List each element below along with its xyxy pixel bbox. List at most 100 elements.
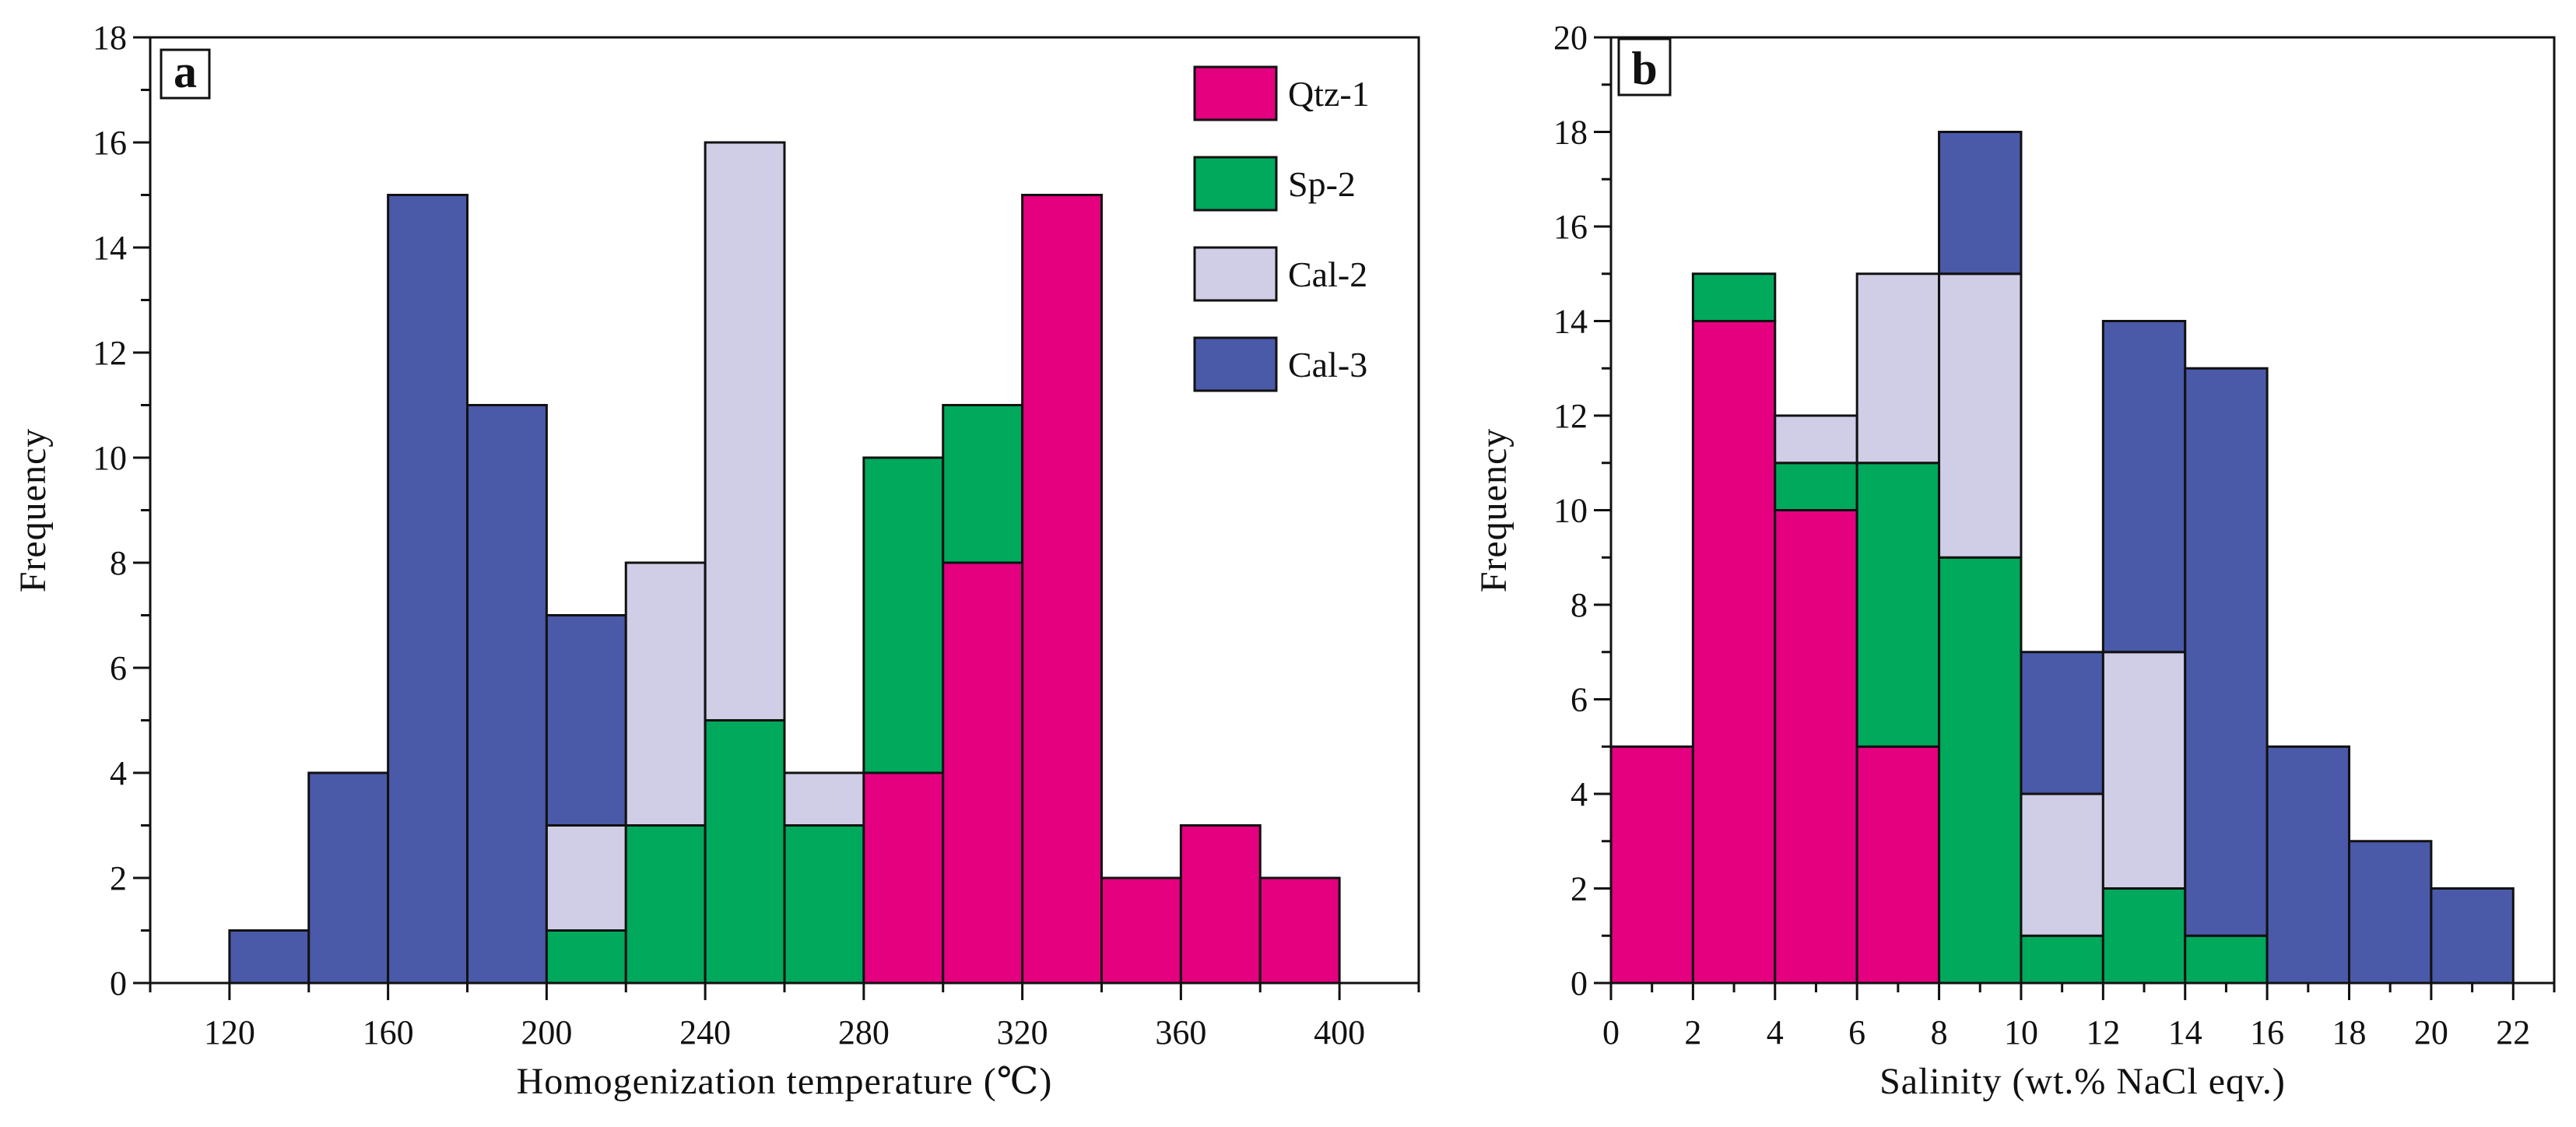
- bar-cal-3-bin-20: [2430, 887, 2515, 985]
- x-tick-label: 360: [1155, 1013, 1206, 1052]
- bar-sp-2-bin-300: [942, 404, 1024, 564]
- bar-sp-2-bin-10: [2020, 934, 2104, 985]
- legend-swatch-sp-2: [1193, 156, 1278, 212]
- bar-cal-2-bin-10: [2020, 792, 2104, 937]
- bar-cal-2-bin-200: [545, 824, 627, 932]
- bar-cal-3-bin-180: [466, 404, 548, 985]
- legend-swatch-qtz-1: [1193, 65, 1278, 121]
- x-tick-label: 12: [2086, 1013, 2120, 1052]
- bar-cal-3-bin-120: [228, 929, 311, 985]
- bar-cal-2-bin-8: [1938, 272, 2023, 559]
- x-axis-title: Homogenization temperature (℃): [517, 1061, 1053, 1102]
- y-axis-title: Frequency: [1473, 428, 1514, 593]
- bar-qtz-1-bin-6: [1855, 745, 1941, 985]
- y-tick-label: 4: [110, 754, 127, 792]
- bar-cal-2-bin-260: [783, 771, 865, 827]
- bar-sp-2-bin-12: [2101, 887, 2187, 985]
- x-tick-label: 320: [997, 1013, 1048, 1052]
- y-tick-label: 6: [1571, 681, 1588, 719]
- bar-cal-3-bin-10: [2020, 651, 2104, 795]
- bar-sp-2-bin-14: [2184, 934, 2269, 985]
- y-tick-label: 8: [1571, 586, 1588, 624]
- legend-label-cal-3: Cal-3: [1288, 345, 1367, 384]
- bar-qtz-1-bin-320: [1021, 194, 1103, 985]
- bar-cal-3-bin-12: [2101, 320, 2187, 654]
- x-tick-label: 8: [1931, 1013, 1948, 1052]
- bar-sp-2-bin-8: [1938, 556, 2023, 985]
- y-tick-label: 4: [1571, 775, 1588, 813]
- bar-qtz-1-bin-380: [1258, 876, 1341, 985]
- bar-cal-3-bin-8: [1938, 131, 2023, 276]
- x-tick-label: 120: [204, 1013, 255, 1052]
- bar-qtz-1-bin-300: [942, 561, 1024, 985]
- bar-cal-2-bin-6: [1855, 272, 1941, 465]
- legend-swatch-cal-2: [1193, 246, 1278, 302]
- bar-cal-3-bin-200: [545, 614, 627, 827]
- y-tick-label: 18: [1553, 114, 1588, 152]
- bar-sp-2-bin-4: [1774, 462, 1858, 511]
- x-tick-label: 16: [2250, 1013, 2284, 1052]
- bars-b: [1609, 131, 2515, 985]
- x-tick-label: 20: [2414, 1013, 2448, 1052]
- bar-cal-2-bin-240: [704, 141, 786, 721]
- y-tick-label: 12: [93, 334, 127, 372]
- x-tick-label: 18: [2332, 1013, 2367, 1052]
- bar-cal-3-bin-16: [2265, 745, 2351, 985]
- bar-qtz-1-bin-280: [862, 771, 945, 985]
- y-tick-label: 2: [110, 859, 127, 897]
- x-tick-label: 2: [1684, 1013, 1701, 1052]
- panel-letter: a: [174, 46, 197, 97]
- bar-sp-2-bin-260: [783, 824, 865, 985]
- bar-cal-2-bin-4: [1774, 414, 1858, 465]
- y-tick-label: 10: [93, 439, 127, 477]
- bar-cal-3-bin-14: [2184, 367, 2269, 937]
- bar-cal-3-bin-160: [387, 194, 469, 985]
- x-tick-label: 240: [679, 1013, 731, 1052]
- legend-label-qtz-1: Qtz-1: [1288, 74, 1370, 114]
- bar-qtz-1-bin-4: [1774, 509, 1858, 985]
- x-tick-label: 400: [1314, 1013, 1365, 1052]
- bar-sp-2-bin-6: [1855, 462, 1941, 748]
- bar-sp-2-bin-240: [704, 719, 786, 985]
- bar-sp-2-bin-220: [624, 824, 707, 985]
- bar-cal-2-bin-220: [624, 561, 707, 827]
- x-tick-label: 10: [2004, 1013, 2038, 1052]
- y-tick-label: 14: [93, 229, 127, 267]
- y-tick-label: 16: [93, 124, 127, 162]
- y-tick-label: 14: [1553, 303, 1588, 341]
- chart-panel-b: 0 2 4 6 8 10 12 14 16 18 20 0 2 4 6 8 10 12 14 16 18 20 22 Sali…: [1473, 19, 2556, 1102]
- panel-letter-box: [160, 48, 211, 100]
- y-tick-label: 10: [1553, 492, 1588, 530]
- y-tick-label: 6: [110, 649, 127, 687]
- panel-letter-box: [1617, 37, 1672, 97]
- x-tick-label: 0: [1602, 1013, 1620, 1052]
- y-tick-label: 0: [1571, 964, 1588, 1002]
- x-tick-label: 200: [521, 1013, 572, 1052]
- x-tick-label: 4: [1767, 1013, 1784, 1052]
- x-axis-title: Salinity (wt.% NaCl eqv.): [1879, 1061, 2286, 1102]
- y-tick-label: 20: [1553, 19, 1588, 57]
- legend: Qtz-1 Sp-2 Cal-2 Cal-3: [1193, 65, 1370, 392]
- legend-label-sp-2: Sp-2: [1288, 164, 1356, 204]
- y-tick-label: 12: [1553, 397, 1588, 435]
- legend-label-cal-2: Cal-2: [1288, 255, 1367, 294]
- bar-cal-3-bin-18: [2348, 840, 2433, 985]
- bar-sp-2-bin-200: [545, 929, 627, 985]
- y-tick-label: 0: [110, 964, 127, 1002]
- bar-sp-2-bin-2: [1691, 272, 1777, 322]
- panel-letter: b: [1631, 43, 1657, 94]
- bar-sp-2-bin-280: [862, 456, 945, 774]
- bar-cal-2-bin-12: [2101, 651, 2187, 890]
- bar-qtz-1-bin-2: [1691, 320, 1777, 985]
- bar-qtz-1-bin-360: [1179, 824, 1262, 985]
- y-tick-label: 16: [1553, 208, 1588, 246]
- x-tick-label: 160: [363, 1013, 414, 1052]
- y-tick-label: 2: [1571, 870, 1588, 908]
- x-tick-label: 280: [838, 1013, 890, 1052]
- y-tick-label: 8: [110, 544, 127, 582]
- chart-panel-a: 0 2 4 6 8 10 12 14 16 18 120 160 200 240 280 320 360 400 H…: [12, 19, 1420, 1102]
- y-axis-title: Frequency: [12, 428, 54, 593]
- x-tick-label: 22: [2496, 1013, 2530, 1052]
- bar-qtz-1-bin-340: [1100, 876, 1182, 985]
